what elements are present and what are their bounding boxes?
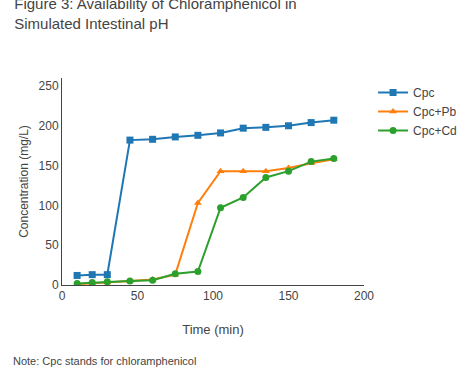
svg-text:0: 0 <box>59 289 66 303</box>
svg-text:Cpc+Cd: Cpc+Cd <box>413 124 457 138</box>
svg-text:150: 150 <box>278 289 298 303</box>
svg-text:250: 250 <box>39 79 59 93</box>
svg-text:200: 200 <box>354 289 374 303</box>
svg-text:Figure 3: Availability of Chlo: Figure 3: Availability of Chloramphenico… <box>14 0 296 32</box>
svg-text:200: 200 <box>39 119 59 133</box>
svg-text:Cpc+Pb: Cpc+Pb <box>413 105 456 119</box>
svg-text:Note: Cpc stands for chloramph: Note: Cpc stands for chloramphenicol <box>13 355 196 367</box>
svg-text:0: 0 <box>52 278 59 292</box>
svg-text:150: 150 <box>39 159 59 173</box>
svg-text:100: 100 <box>39 199 59 213</box>
svg-text:Time (min): Time (min) <box>182 322 244 337</box>
svg-text:Concentration (mg/L): Concentration (mg/L) <box>17 125 31 238</box>
svg-text:50: 50 <box>131 289 145 303</box>
svg-text:100: 100 <box>203 289 223 303</box>
svg-text:Cpc: Cpc <box>413 86 434 100</box>
svg-text:50: 50 <box>45 238 59 252</box>
